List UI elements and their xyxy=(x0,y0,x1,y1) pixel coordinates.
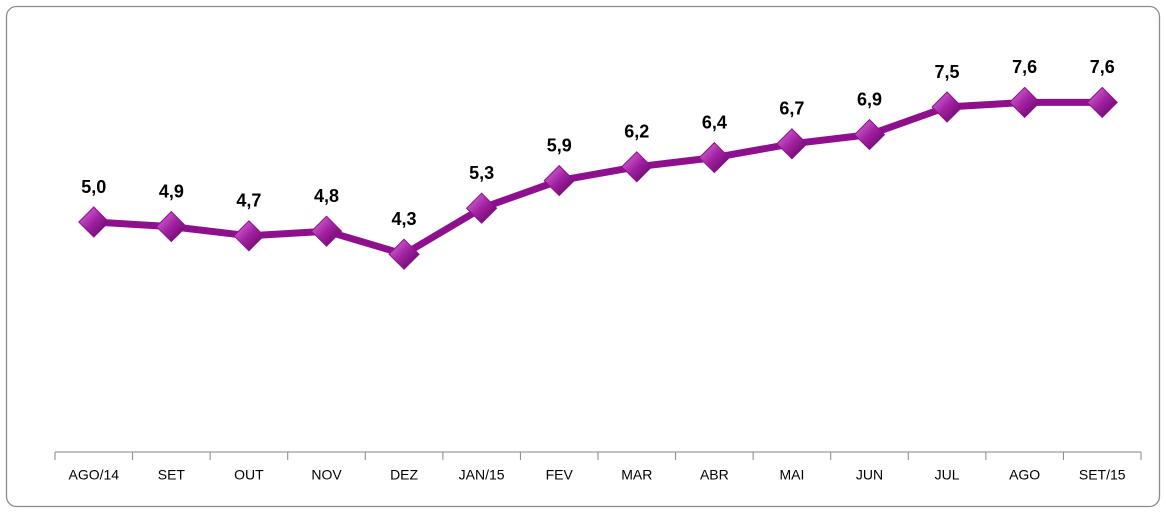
data-label: 6,4 xyxy=(702,112,727,132)
x-tick-label: JUN xyxy=(856,467,883,483)
data-label: 5,0 xyxy=(81,177,106,197)
data-label: 6,9 xyxy=(857,89,882,109)
data-label: 4,9 xyxy=(159,181,184,201)
data-marker xyxy=(621,151,653,183)
data-marker xyxy=(931,91,963,123)
data-marker xyxy=(1008,86,1041,119)
x-tick-label: JUL xyxy=(935,467,960,483)
data-label: 7,6 xyxy=(1012,57,1037,77)
data-marker xyxy=(776,128,808,160)
x-tick-label: FEV xyxy=(546,467,574,483)
x-tick-label: DEZ xyxy=(390,467,418,483)
data-marker xyxy=(1086,86,1118,119)
x-tick-label: NOV xyxy=(311,467,342,483)
data-label: 7,6 xyxy=(1090,57,1115,77)
data-label: 4,3 xyxy=(392,209,417,229)
data-label: 4,7 xyxy=(236,191,261,211)
data-label: 7,5 xyxy=(935,62,960,82)
data-label: 6,2 xyxy=(624,122,649,142)
x-tick-label: SET/15 xyxy=(1079,467,1126,483)
data-label: 6,7 xyxy=(779,99,804,119)
data-label: 5,9 xyxy=(547,135,572,155)
x-tick-label: JAN/15 xyxy=(459,467,505,483)
data-marker xyxy=(543,164,575,197)
data-marker xyxy=(78,206,110,238)
data-marker xyxy=(233,220,265,252)
data-marker xyxy=(698,141,731,174)
data-marker xyxy=(465,192,498,224)
x-tick-label: SET xyxy=(158,467,186,483)
x-tick-label: AGO/14 xyxy=(68,467,119,483)
data-marker xyxy=(155,210,188,243)
data-marker xyxy=(310,215,343,247)
data-marker xyxy=(388,238,420,270)
data-marker xyxy=(853,118,886,151)
x-tick-label: ABR xyxy=(700,467,729,483)
data-label: 4,8 xyxy=(314,186,339,206)
x-tick-label: OUT xyxy=(234,467,264,483)
x-tick-label: AGO xyxy=(1009,467,1040,483)
x-tick-label: MAI xyxy=(779,467,804,483)
chart-border xyxy=(5,5,1161,508)
data-label: 5,3 xyxy=(469,163,494,183)
x-tick-label: MAR xyxy=(621,467,652,483)
